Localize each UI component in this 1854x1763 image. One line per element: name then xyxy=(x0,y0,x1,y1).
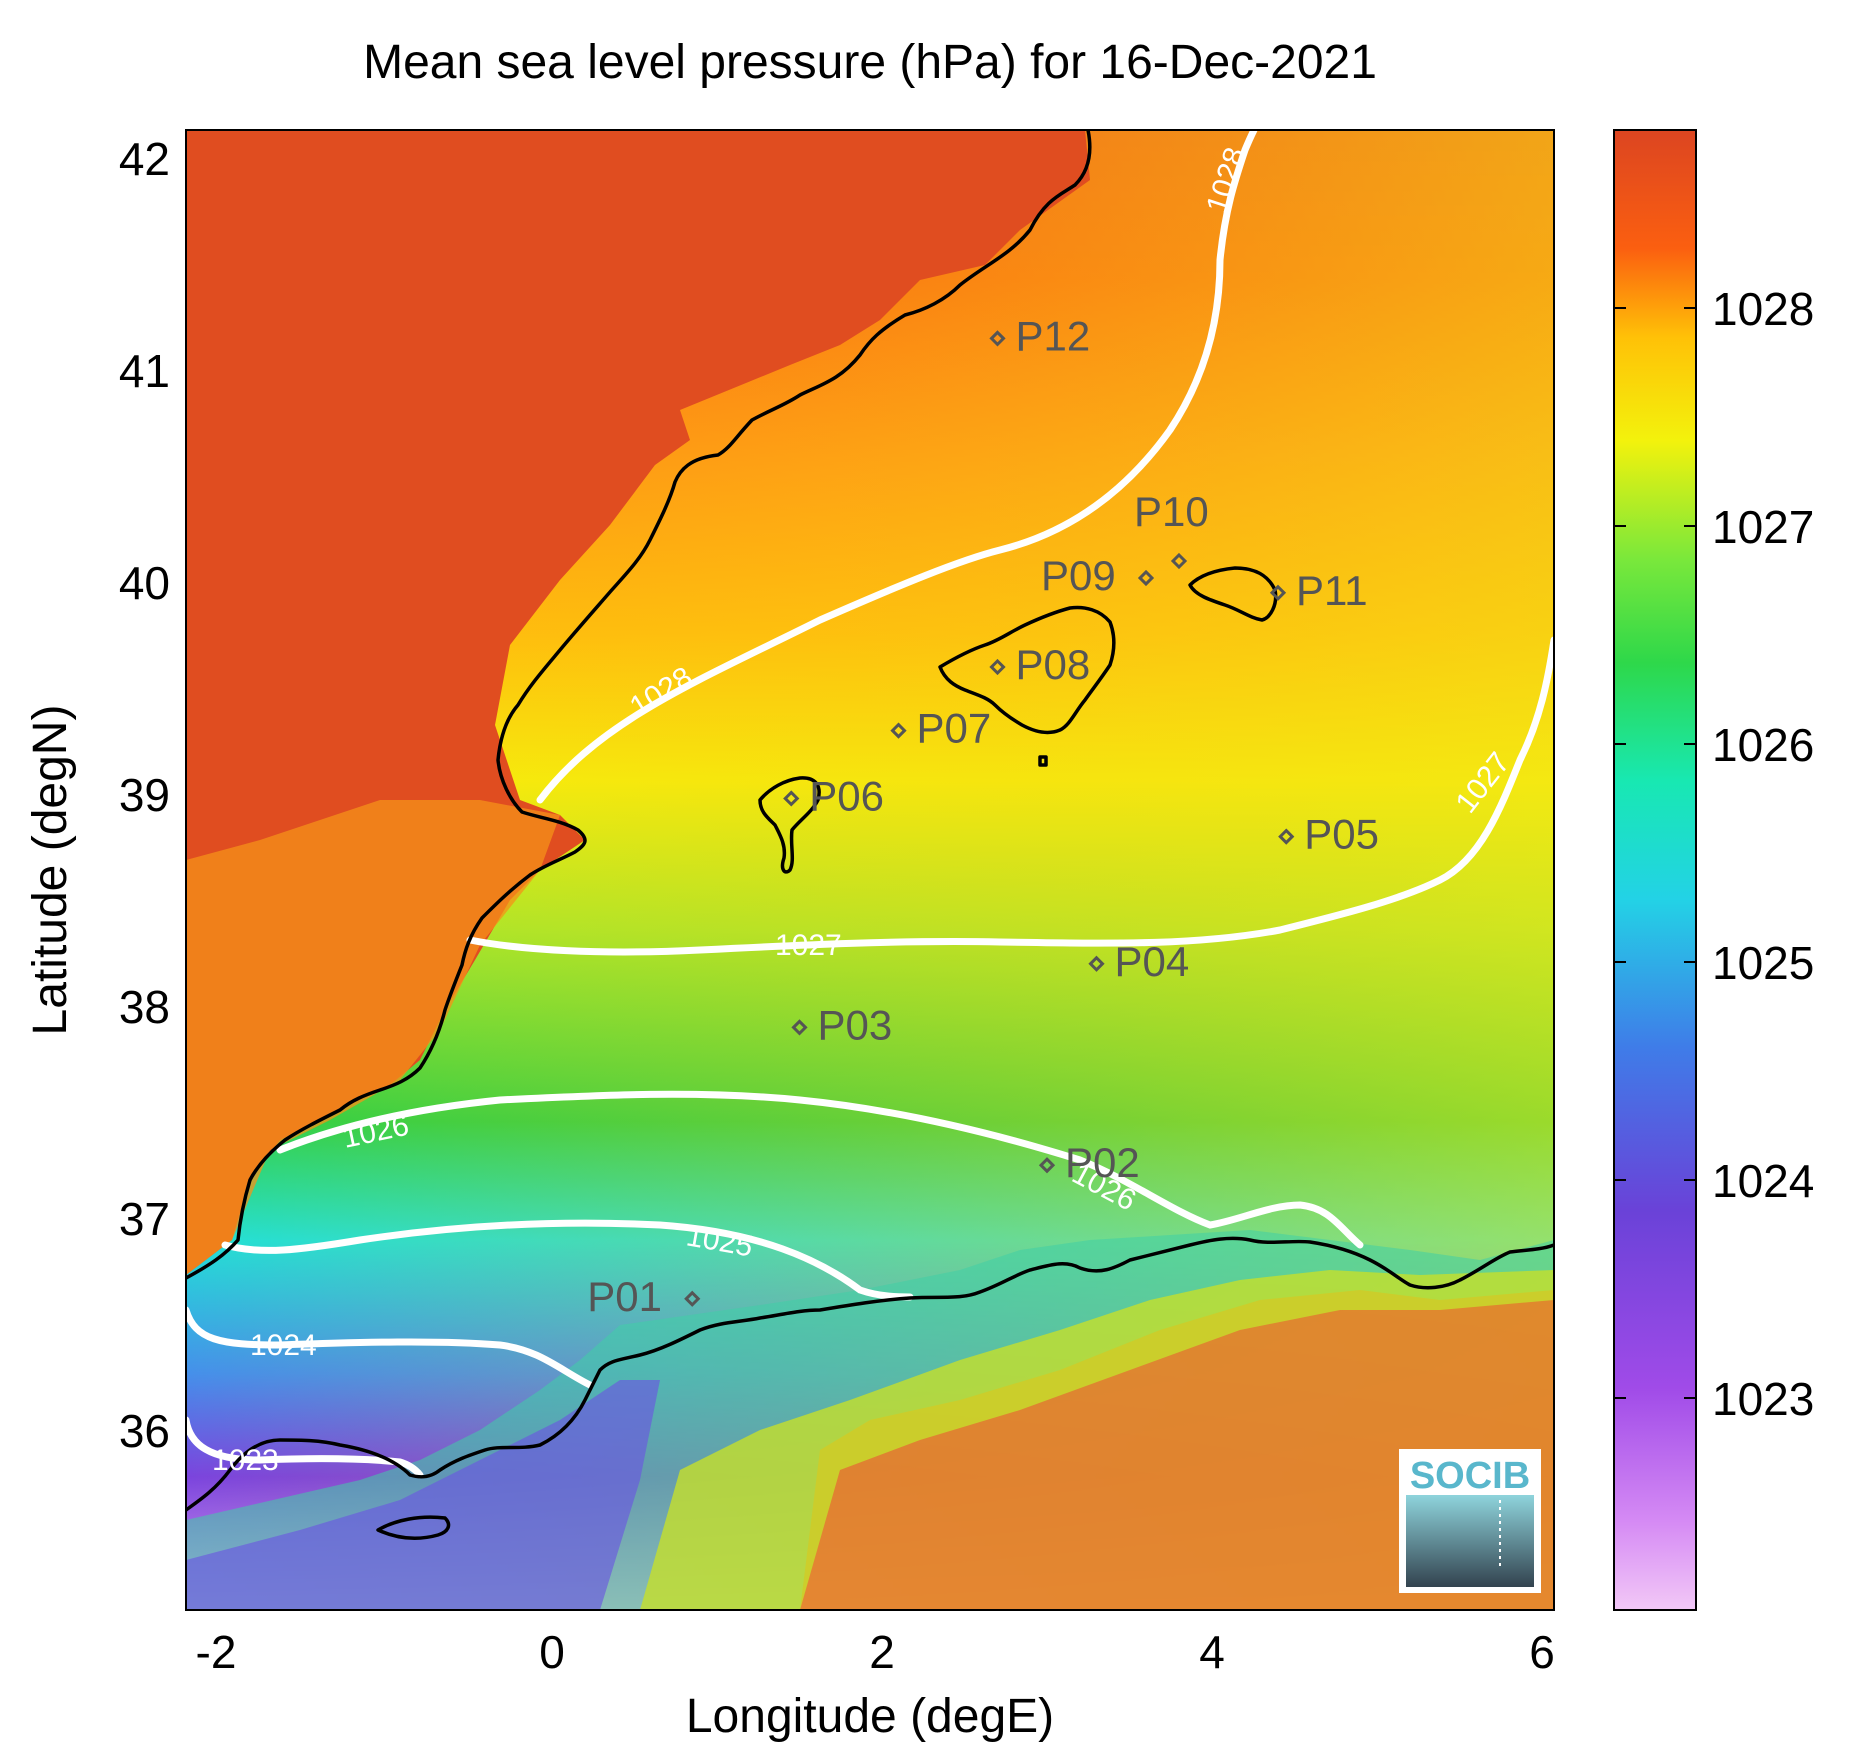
colorbar-tick-label: 1026 xyxy=(1712,719,1814,771)
coast-alboran xyxy=(376,1515,451,1541)
x-tick-label: -2 xyxy=(196,1626,237,1678)
station-label: P11 xyxy=(1296,567,1368,614)
station-label: P03 xyxy=(818,1001,893,1048)
coast-africa xyxy=(186,1236,1554,1512)
station-label: P07 xyxy=(917,705,992,752)
station-marker xyxy=(989,658,1006,676)
station-marker xyxy=(1088,955,1105,972)
coast-ibiza xyxy=(758,776,821,874)
x-tick-label: 6 xyxy=(1529,1626,1555,1678)
contour-label-1024: 1024 xyxy=(250,1329,317,1362)
station-label: P05 xyxy=(1304,811,1379,858)
station-marker xyxy=(1170,552,1188,570)
y-axis-label: Latitude (degN) xyxy=(24,705,77,1036)
colorbar-tick-label: 1024 xyxy=(1712,1155,1814,1207)
station-marker xyxy=(989,330,1006,347)
socib-logo-text: SOCIB xyxy=(1410,1455,1530,1497)
x-tick-label: 0 xyxy=(539,1626,565,1678)
station-marker xyxy=(1038,1157,1056,1174)
station-markers: P01 P02 P03 P04 P05 P06 P07 P08 P09 P10 P11 P12 xyxy=(587,312,1379,1319)
station-marker xyxy=(684,1290,701,1307)
contour-label-1027-a: 1027 xyxy=(775,929,842,962)
coast-menorca xyxy=(1188,566,1278,622)
coast-mallorca xyxy=(938,605,1116,735)
y-tick-label: 38 xyxy=(119,981,170,1033)
pressure-field xyxy=(186,130,1554,1610)
station-marker xyxy=(783,790,800,807)
station-label: P09 xyxy=(1041,552,1116,599)
x-axis-label: Longitude (degE) xyxy=(686,1690,1054,1743)
contour-1026 xyxy=(276,1090,1364,1249)
station-label: P06 xyxy=(809,772,884,819)
chart-title: Mean sea level pressure (hPa) for 16-Dec… xyxy=(363,36,1377,89)
contour-1023 xyxy=(186,1416,424,1479)
y-tick-label: 36 xyxy=(119,1405,170,1457)
coast-iberia xyxy=(186,130,1092,1280)
station-label: P02 xyxy=(1065,1139,1140,1186)
colorbar-tick-labels: 1028 1027 1026 1025 1024 1023 xyxy=(1712,283,1814,1425)
socib-logo: SOCIB xyxy=(1399,1449,1541,1593)
station-label: P12 xyxy=(1016,312,1091,359)
contour-1028 xyxy=(536,130,1258,804)
colorbar-tick-label: 1025 xyxy=(1712,937,1814,989)
africa-high xyxy=(800,1290,1554,1610)
y-tick-label: 42 xyxy=(119,133,170,185)
contour-1027-south xyxy=(466,636,1554,956)
station-label: P04 xyxy=(1115,938,1190,985)
africa-mid xyxy=(640,1270,1554,1610)
y-tick-label: 39 xyxy=(119,769,170,821)
colorbar-tick-label: 1023 xyxy=(1712,1373,1814,1425)
coastal-band xyxy=(186,800,560,1275)
x-tick-label: 2 xyxy=(869,1626,895,1678)
station-marker xyxy=(1137,569,1155,587)
colorbar: 1028 1027 1026 1025 1024 1023 xyxy=(1613,129,1814,1611)
contour-label-1023: 1023 xyxy=(212,1444,279,1477)
y-axis: 36 37 38 39 40 41 42 xyxy=(119,133,170,1457)
colorbar-tick-label: 1028 xyxy=(1712,283,1814,335)
y-tick-label: 37 xyxy=(119,1193,170,1245)
x-axis: -2 0 2 4 6 xyxy=(196,1626,1555,1678)
colorbar-ticks xyxy=(1614,307,1696,1399)
contour-1025 xyxy=(221,1219,914,1301)
colorbar-gradient xyxy=(1613,129,1697,1611)
colorbar-tick-label: 1027 xyxy=(1712,501,1814,553)
plot-frame xyxy=(185,129,1555,1611)
station-marker xyxy=(890,722,907,739)
contour-lines xyxy=(186,130,1554,1479)
station-label: P01 xyxy=(587,1273,662,1320)
station-marker xyxy=(791,1019,808,1036)
station-label: P08 xyxy=(1016,641,1091,688)
contour-1024 xyxy=(186,1306,594,1389)
station-marker xyxy=(1278,828,1295,845)
y-tick-label: 41 xyxy=(119,345,170,397)
y-tick-label: 40 xyxy=(119,557,170,609)
africa-low xyxy=(186,1380,660,1610)
coast-cabrera xyxy=(1038,755,1048,767)
x-tick-label: 4 xyxy=(1199,1626,1225,1678)
station-marker xyxy=(1269,584,1287,601)
station-label: P10 xyxy=(1134,488,1209,535)
coastlines xyxy=(186,130,1554,1541)
